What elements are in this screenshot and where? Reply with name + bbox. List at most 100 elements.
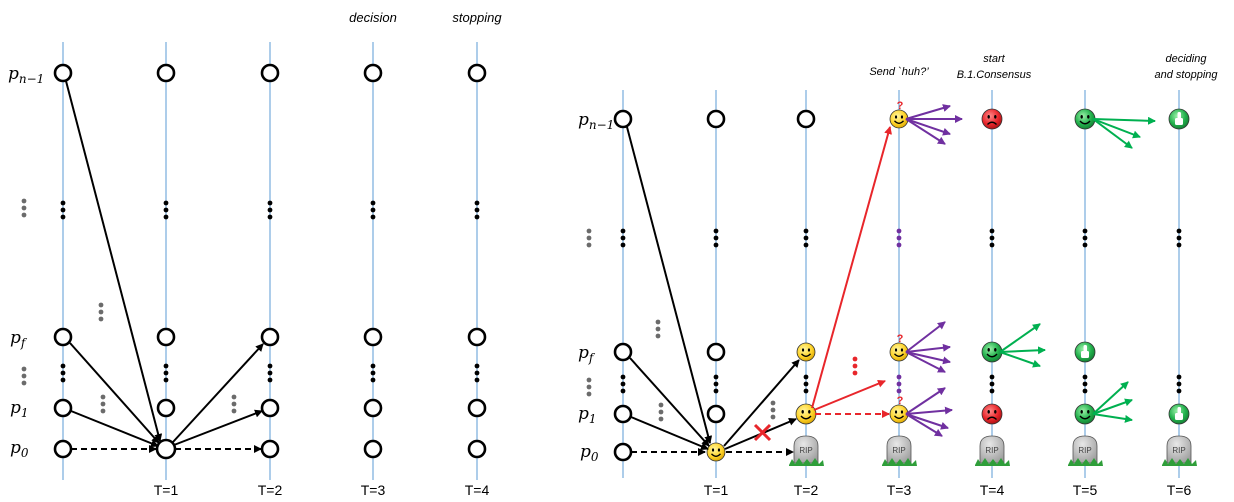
thumbs-up-p1-t6 (1168, 403, 1190, 425)
ellipsis-left-gray-d (100, 394, 106, 414)
arrow-purple-p1-0 (905, 387, 946, 415)
time-label-right-3: T=4 (980, 482, 1005, 498)
arrow-left-p1-to-p0 (70, 410, 159, 448)
process-label-right-p1: p1 (578, 404, 597, 426)
top-label-right-start: start (983, 53, 1005, 65)
process-label-left-p1: p1 (10, 398, 29, 420)
ellipsis-left-upper-2 (267, 200, 273, 220)
arrow-purple-pn1-3 (905, 118, 946, 145)
arrow-green-p1-t5-1 (1092, 398, 1133, 415)
arrow-right-pn1-to-p0 (626, 126, 713, 444)
time-label-right-0: T=1 (704, 482, 729, 498)
arrow-purple-pf-1 (905, 343, 951, 353)
arrow-right-pf-to-p0 (629, 357, 710, 447)
process-node-left-p1-t4 (467, 398, 487, 418)
arrow-left-pn1-to-p0 (65, 80, 163, 442)
process-node-left-p0-t2 (260, 439, 280, 459)
time-label-left-1: T=2 (258, 482, 283, 498)
process-node-left-p0-t3 (363, 439, 383, 459)
tombstone-p0-t2: RIP (789, 435, 824, 466)
ellipsis-right-lower-5 (1176, 374, 1182, 394)
arrow-right-p1-to-p0 (630, 416, 709, 451)
time-label-left-3: T=4 (465, 482, 490, 498)
ellipsis-right-red (852, 356, 858, 376)
time-label-right-1: T=2 (794, 482, 819, 498)
process-node-right-pn1-t1 (706, 109, 726, 129)
process-node-left-p0-t4 (467, 439, 487, 459)
process-node-left-pf-t0 (53, 327, 73, 347)
ellipsis-right-gray-e (770, 400, 776, 420)
right-panel: RIP??? RIP RIP RIP RIP (586, 90, 1197, 478)
huh-smiley-pn1-t3: ? (889, 100, 909, 129)
arrow-right-p0-to-pf (723, 359, 800, 447)
arrow-green-pn1-t5-0 (1092, 116, 1156, 125)
arrow-purple-pf-2 (905, 351, 951, 365)
failure-cross-icon (753, 423, 772, 442)
ellipsis-right-lower-3 (989, 374, 995, 394)
ellipsis-left-upper-0 (60, 200, 66, 220)
process-node-left-pn1-t2 (260, 63, 280, 83)
arrow-purple-p1-3 (905, 413, 943, 437)
huh-question-mark: ? (897, 333, 904, 345)
ellipsis-right-lower-1 (713, 374, 719, 394)
huh-smiley-p1-t3: ? (889, 395, 909, 424)
process-node-left-pf-t2 (260, 327, 280, 347)
arrow-purple-p1-2 (905, 413, 949, 430)
process-node-right-pn1-t0 (613, 109, 633, 129)
process-label-left-pf: pf (10, 328, 28, 350)
process-node-left-p0-t1 (155, 438, 177, 460)
happy-face-pn1-t5 (1074, 108, 1096, 130)
time-label-left-0: T=1 (154, 482, 179, 498)
process-node-left-pn1-t3 (363, 63, 383, 83)
top-label-right-deciding: deciding (1166, 53, 1208, 65)
arrow-left-p0-to-p1 (173, 409, 263, 446)
arrow-green-p1-t5-2 (1092, 413, 1133, 423)
huh-question-mark: ? (897, 100, 904, 112)
huh-question-mark: ? (897, 395, 904, 407)
ellipsis-right-lower-0 (620, 374, 626, 394)
tombstone-p0-t3: RIP (882, 435, 917, 466)
ellipsis-right-upper-2 (803, 228, 809, 248)
process-label-left-pn1: pn−1 (8, 64, 44, 86)
ellipsis-right-gray-c (655, 319, 661, 339)
ellipsis-left-gray-e (231, 394, 237, 414)
tombstone-p0-t4: RIP (975, 435, 1010, 466)
smiley-p0-t1 (706, 442, 726, 462)
smiley-pf-t2 (796, 342, 816, 362)
process-node-right-pf-t1 (706, 342, 726, 362)
arrow-purple-pf-0 (905, 321, 946, 353)
top-label-right-and-stopping: and stopping (1155, 69, 1219, 81)
arrow-green-pf-t4-2 (999, 351, 1041, 368)
ellipsis-left-gray-b (21, 366, 27, 386)
ellipsis-left-lower-0 (60, 363, 66, 383)
process-node-left-p1-t2 (260, 398, 280, 418)
ellipsis-right-gray-d (658, 402, 664, 422)
arrow-green-pn1-t5-2 (1092, 118, 1133, 149)
process-node-left-p0-t0 (53, 439, 73, 459)
arrow-purple-pf-3 (905, 351, 946, 373)
arrow-purple-pn1-2 (905, 118, 951, 136)
ellipsis-left-gray-c (98, 302, 104, 322)
process-node-right-pn1-t2 (796, 109, 816, 129)
arrow-red-p1-to-mid (813, 379, 886, 411)
huh-smiley-pf-t3: ? (889, 333, 909, 362)
time-label-right-5: T=6 (1167, 482, 1192, 498)
process-node-left-p1-t0 (53, 398, 73, 418)
ellipsis-right-upper-purple (896, 228, 902, 248)
top-label-left-decision: decision (349, 10, 397, 25)
ellipsis-right-upper-4 (1082, 228, 1088, 248)
tombstone-rip-text: RIP (892, 446, 905, 455)
arrow-purple-p1-1 (905, 406, 953, 415)
process-label-right-pn1: pn−1 (578, 110, 614, 132)
process-node-left-pn1-t1 (156, 63, 176, 83)
process-node-right-pf-t0 (613, 342, 633, 362)
time-label-right-2: T=3 (887, 482, 912, 498)
sad-face-pn1-t4 (981, 108, 1003, 130)
arrow-green-pn1-t5-1 (1092, 118, 1141, 139)
arrow-red-p1-to-pn1 (811, 126, 892, 409)
time-label-right-4: T=5 (1073, 482, 1098, 498)
tombstone-rip-text: RIP (985, 446, 998, 455)
tombstone-p0-t5: RIP (1068, 435, 1103, 466)
ellipsis-right-gray-a (586, 228, 592, 248)
